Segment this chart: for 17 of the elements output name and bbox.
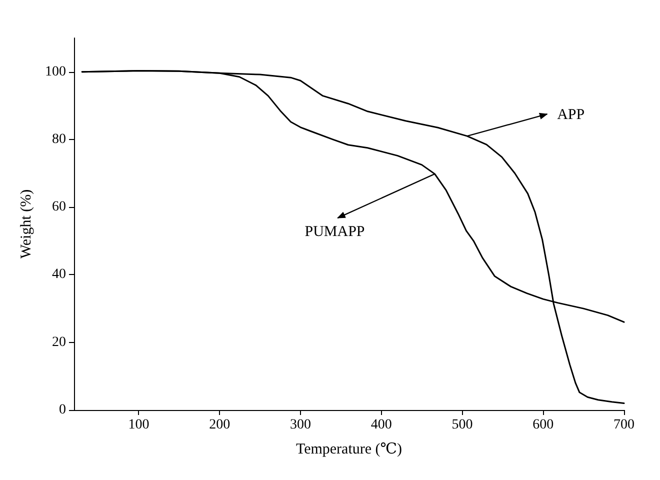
y-tick-label: 60 [52, 200, 66, 215]
x-tick-label: 600 [532, 418, 554, 432]
x-tick-label: 200 [209, 418, 230, 432]
x-tick-label: 500 [452, 418, 473, 432]
y-tick-label: 100 [45, 64, 66, 80]
y-tick-label: 20 [52, 334, 66, 350]
y-tick-label: 40 [52, 267, 66, 282]
annotation: PUMAPP [304, 224, 365, 240]
x-tick-label: 400 [370, 418, 392, 432]
x-tick-label: 100 [128, 418, 150, 432]
x-tick-label: 700 [614, 418, 634, 432]
x-tick-label: 300 [290, 418, 311, 432]
y-axis-title: Weight (%) [18, 189, 34, 259]
y-tick-label: 0 [59, 402, 66, 418]
annotation: APP [557, 107, 585, 124]
y-tick-label: 80 [52, 132, 66, 147]
x-axis-title: Temperature (℃) [296, 442, 402, 458]
